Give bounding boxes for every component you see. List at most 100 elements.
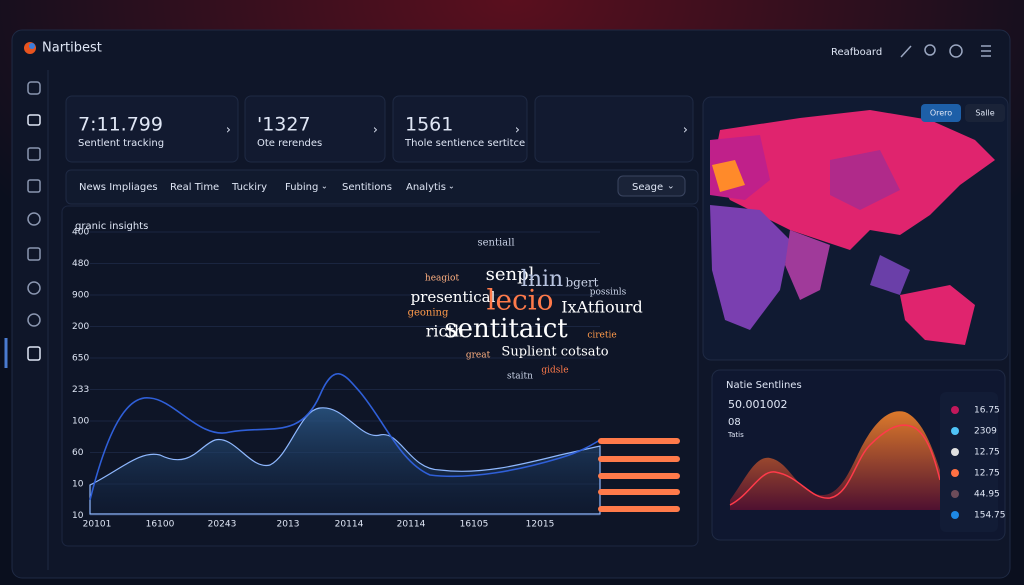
y-tick-label: 233 xyxy=(72,385,89,395)
chart-title: granic insights xyxy=(75,221,148,232)
word: senpl xyxy=(486,264,535,285)
search-icon[interactable] xyxy=(924,44,936,56)
word: staitn xyxy=(507,372,533,382)
legend-value: 12.75 xyxy=(974,469,1000,479)
icon[interactable] xyxy=(27,313,41,327)
chevron: › xyxy=(515,123,520,137)
sentiment-title: Natie Sentlines xyxy=(726,380,802,391)
map-button-label: Salle xyxy=(975,109,994,118)
legend-value: 12.75 xyxy=(974,448,1000,458)
y-tick-label: 480 xyxy=(72,259,89,269)
icon[interactable] xyxy=(27,247,41,261)
chevron: ⌄ xyxy=(448,182,455,191)
tabs: News Impliages Real Time Tuckiry Fubing ⌄ Sen… xyxy=(79,182,455,194)
icon[interactable] xyxy=(27,212,41,226)
area-series xyxy=(89,407,601,515)
legend-value: 16.75 xyxy=(974,406,1000,416)
tab-bar xyxy=(65,169,699,205)
dropdown-label: Seage xyxy=(632,182,663,193)
y-tick-label: 900 xyxy=(72,291,89,301)
tab[interactable]: News Impliages xyxy=(79,182,158,193)
globe-icon[interactable] xyxy=(949,44,963,58)
word: bgert xyxy=(565,276,598,290)
x-tick-label: 20114 xyxy=(397,520,426,530)
sidebar xyxy=(4,81,41,368)
legend-dot xyxy=(951,448,959,456)
y-tick-label: 60 xyxy=(72,448,84,458)
icon[interactable] xyxy=(27,281,41,295)
map-button[interactable] xyxy=(921,104,961,122)
bars xyxy=(598,438,680,512)
legend-dot xyxy=(951,427,959,435)
icon[interactable] xyxy=(27,81,41,95)
word: gidsle xyxy=(541,366,568,376)
x-tick-label: 20243 xyxy=(208,520,237,530)
icon[interactable] xyxy=(27,179,41,193)
map xyxy=(710,110,995,345)
word: lecio xyxy=(486,284,553,317)
word: great xyxy=(466,351,491,361)
x-tick-label: 16100 xyxy=(146,520,175,530)
toolbar xyxy=(900,44,991,58)
legend-dot xyxy=(951,469,959,477)
menu-icon[interactable] xyxy=(981,45,991,57)
map-buttons: Orero Salle xyxy=(921,104,1005,122)
stat-card xyxy=(392,95,528,163)
chevron: › xyxy=(226,123,231,137)
word: geoning xyxy=(408,308,449,319)
x-tick-label: 12015 xyxy=(526,520,555,530)
stat-value: 7:11.799 xyxy=(78,114,163,136)
y-tick-label: 400 xyxy=(72,228,89,238)
legend-value: 154.75 xyxy=(974,511,1006,521)
tab[interactable]: Real Time xyxy=(170,182,219,193)
stat-label: Ote rerendes xyxy=(257,138,322,149)
legend-value: 2309 xyxy=(974,427,997,437)
legend: 16.75 2309 12.75 12.75 44.95 154.75 xyxy=(951,406,1006,521)
icon[interactable] xyxy=(27,346,41,361)
legend-value: 44.95 xyxy=(974,490,1000,500)
nav-link[interactable]: Reafboard xyxy=(831,47,882,58)
icon[interactable] xyxy=(27,147,41,161)
bar xyxy=(598,489,680,495)
stat-value: '1327 xyxy=(257,114,311,136)
tab[interactable]: Tuckiry xyxy=(231,182,267,193)
edit-icon[interactable] xyxy=(900,45,912,58)
y-tick-label: 10 xyxy=(72,480,84,490)
legend-dot xyxy=(951,490,959,498)
x-tick-label: 20114 xyxy=(335,520,364,530)
map-button-label: Orero xyxy=(930,109,952,118)
chevron: › xyxy=(373,123,378,137)
tab[interactable]: Fubing xyxy=(285,182,318,193)
map-region xyxy=(830,150,900,210)
bar xyxy=(598,456,680,462)
map-button[interactable] xyxy=(965,104,1005,122)
legend-dot xyxy=(951,406,959,414)
icon[interactable] xyxy=(27,114,41,126)
sentiment-area xyxy=(730,411,940,510)
tab[interactable]: Analytis xyxy=(406,182,446,193)
word: sentitaict xyxy=(444,314,568,344)
word: presentical xyxy=(411,288,496,306)
chevron: ⌄ xyxy=(667,182,675,192)
tab[interactable]: Sentitions xyxy=(342,182,392,193)
word: ciretie xyxy=(587,331,616,341)
y-tick-label: 100 xyxy=(72,417,89,427)
map-region xyxy=(900,285,975,345)
app-name: Nartibest xyxy=(42,41,102,56)
y-tick-label: 10 xyxy=(72,511,84,521)
stat-card xyxy=(534,95,694,163)
map-region xyxy=(785,230,830,300)
stat-label: Thole sentience sertitce xyxy=(404,138,525,149)
dropdown[interactable] xyxy=(617,175,686,197)
word: heagiot xyxy=(425,274,460,284)
stat-card xyxy=(65,95,239,163)
map-region xyxy=(870,255,910,295)
chevron: ⌄ xyxy=(321,182,328,191)
y-tick-label: 650 xyxy=(72,354,89,364)
stat-cards: 7:11.799 Sentlent tracking › '1327 Ote reren… xyxy=(65,95,528,163)
sentiment-line xyxy=(729,424,941,506)
x-tick-label: 20101 xyxy=(83,520,112,530)
